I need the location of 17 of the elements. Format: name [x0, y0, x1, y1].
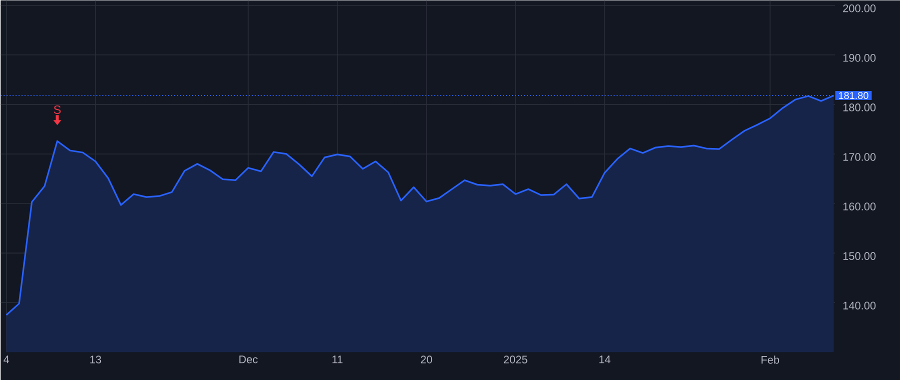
x-tick-label: 14 — [599, 356, 610, 364]
x-tick-label: 11 — [332, 356, 342, 364]
y-tick-label: 180.00 — [843, 104, 876, 112]
y-tick-label: 140.00 — [843, 302, 876, 310]
x-tick-label: 2025 — [504, 356, 528, 364]
y-tick-label: 160.00 — [843, 202, 876, 210]
x-tick-label: 20 — [420, 356, 432, 364]
x-tick-label: Feb — [762, 356, 780, 364]
x-tick-label: 4 — [4, 356, 10, 364]
annotation: S — [54, 105, 61, 114]
y-tick-label: 190.00 — [843, 54, 876, 62]
y-tick-label: 150.00 — [843, 252, 876, 260]
x-tick-label: Dec — [239, 356, 258, 364]
ref-line-label: 181.80 — [839, 92, 868, 99]
y-tick-label: 170.00 — [843, 153, 876, 161]
x-tick-label: 13 — [90, 356, 102, 364]
y-tick-label: 200.00 — [843, 4, 876, 12]
